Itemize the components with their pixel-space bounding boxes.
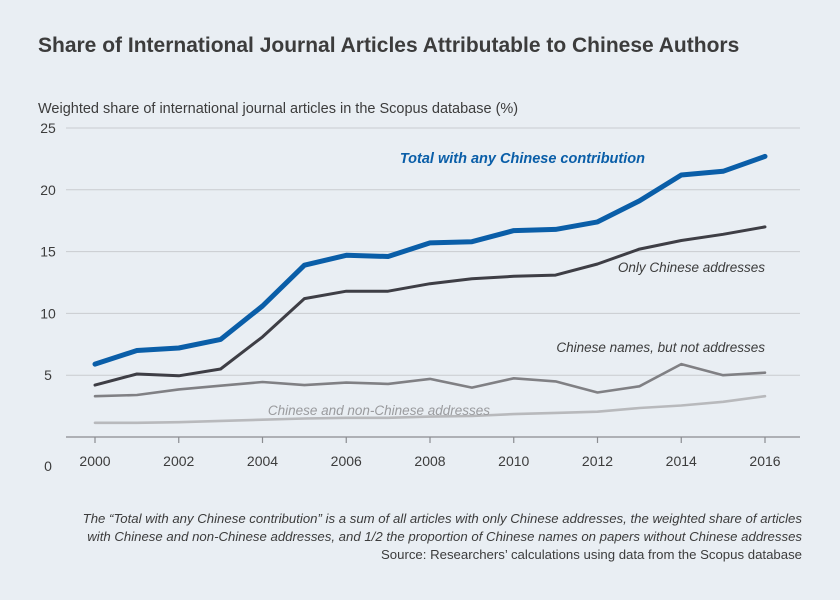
series-label-2: Chinese names, but not addresses <box>556 340 765 355</box>
x-tick-label: 2006 <box>331 453 362 469</box>
y-axis-label: Weighted share of international journal … <box>38 101 519 117</box>
series-lines <box>92 153 768 425</box>
y-tick-label: 15 <box>40 244 56 260</box>
x-axis: 2000 2002 2004 2006 2008 2010 2012 2014 2016 <box>66 436 800 469</box>
y-tick-label: 20 <box>40 182 56 198</box>
series-line-0 <box>92 153 768 367</box>
x-tick-label: 2010 <box>498 453 529 469</box>
x-tick-label: 2004 <box>247 453 278 469</box>
y-tick-label: 0 <box>44 458 52 474</box>
x-tick-label: 2016 <box>749 453 780 469</box>
y-axis-ticks: 0 5 10 15 20 25 <box>40 120 56 474</box>
gridlines <box>66 127 800 376</box>
series-label-3: Chinese and non-Chinese addresses <box>268 403 490 418</box>
series-labels: Total with any Chinese contribution Only … <box>268 151 765 418</box>
x-tick-label: 2002 <box>163 453 194 469</box>
chart-title: Share of International Journal Articles … <box>38 34 740 57</box>
y-tick-label: 5 <box>44 367 52 383</box>
y-tick-label: 25 <box>40 120 56 136</box>
footnote-line-1: The “Total with any Chinese contribution… <box>82 511 802 526</box>
x-tick-label: 2008 <box>414 453 445 469</box>
x-tick-label: 2014 <box>666 453 697 469</box>
footnote-line-2: with Chinese and non-Chinese addresses, … <box>87 529 802 544</box>
x-tick-label: 2012 <box>582 453 613 469</box>
y-tick-label: 10 <box>40 305 56 321</box>
series-line-2 <box>93 362 767 398</box>
series-label-0: Total with any Chinese contribution <box>400 151 645 167</box>
series-label-1: Only Chinese addresses <box>618 260 765 275</box>
series-line-3 <box>93 394 767 425</box>
chart-footnote: The “Total with any Chinese contribution… <box>22 510 802 564</box>
x-tick-label: 2000 <box>79 453 110 469</box>
source-note: Source: Researchers’ calculations using … <box>380 547 802 562</box>
series-line-1 <box>93 225 767 387</box>
